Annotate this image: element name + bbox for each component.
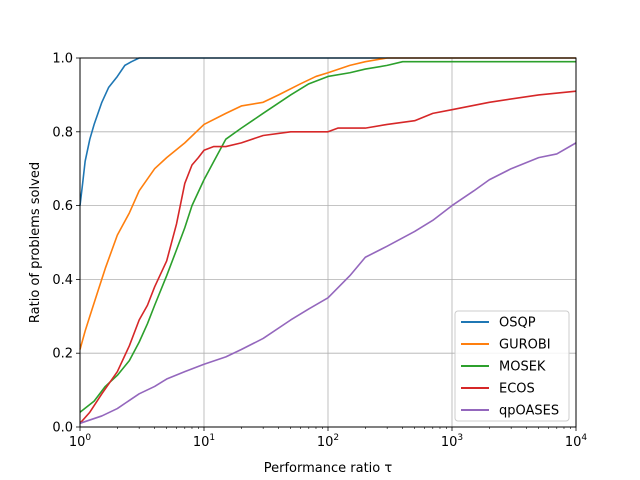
x-tick-label: 100 bbox=[69, 433, 92, 450]
y-tick-label: 0.8 bbox=[52, 125, 73, 140]
y-axis-label: Ratio of problems solved bbox=[28, 162, 43, 323]
legend-label-mosek: MOSEK bbox=[499, 360, 546, 375]
legend-label-gurobi: GUROBI bbox=[499, 338, 551, 353]
x-tick-label: 104 bbox=[565, 433, 588, 450]
y-tick-label: 0.6 bbox=[52, 199, 73, 214]
series-lines bbox=[79, 57, 577, 425]
series-line-gurobi bbox=[79, 57, 576, 350]
series-line-mosek bbox=[79, 60, 576, 413]
y-tick-label: 0.2 bbox=[52, 347, 73, 362]
x-tick-label: 102 bbox=[317, 433, 339, 450]
x-axis-label: Performance ratio τ bbox=[264, 461, 393, 476]
legend-label-osqp: OSQP bbox=[499, 316, 536, 331]
series-line-osqp bbox=[79, 57, 576, 206]
legend-label-ecos: ECOS bbox=[499, 382, 535, 397]
x-tick-label: 101 bbox=[193, 433, 215, 450]
series-line-qpoases bbox=[79, 142, 577, 425]
series-line-ecos bbox=[79, 90, 577, 424]
axis-ticks: 100 101 102 103 104 0.0 0.2 0.4 0.6 0.8 1.0 bbox=[52, 52, 587, 451]
legend-box bbox=[454, 310, 570, 422]
x-tick-label: 103 bbox=[441, 433, 463, 450]
y-tick-label: 0.0 bbox=[52, 421, 73, 436]
y-tick-label: 0.4 bbox=[52, 273, 73, 288]
legend-label-qpoases: qpOASES bbox=[499, 404, 559, 419]
y-tick-label: 1.0 bbox=[52, 52, 73, 67]
legend: OSQP GUROBI MOSEK ECOS qpOASES bbox=[454, 310, 570, 422]
